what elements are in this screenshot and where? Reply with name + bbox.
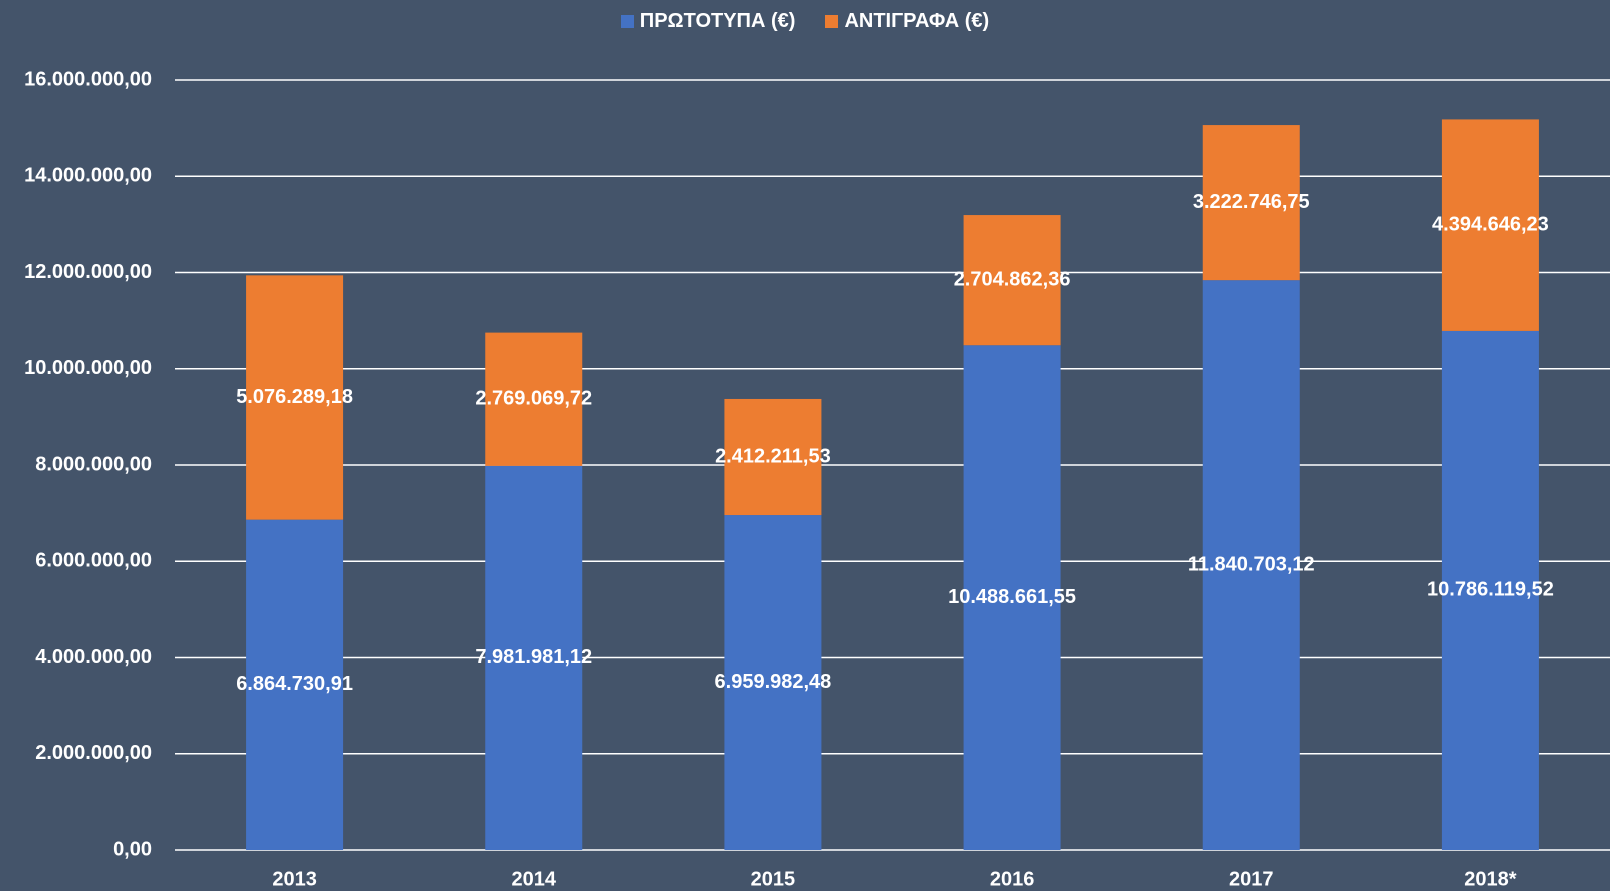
legend-swatch <box>620 15 634 28</box>
y-tick-label: 12.000.000,00 <box>24 261 152 283</box>
data-label: 2.704.862,36 <box>954 268 1071 290</box>
x-tick-label: 2016 <box>990 868 1035 890</box>
bar-segment <box>1441 330 1539 851</box>
x-tick-label: 2013 <box>272 868 317 890</box>
data-label: 11.840.703,12 <box>1188 553 1315 575</box>
y-tick-label: 10.000.000,00 <box>24 357 152 379</box>
bar-segment <box>963 345 1061 850</box>
legend-swatch <box>825 15 839 28</box>
y-tick-label: 0,00 <box>113 838 152 860</box>
y-tick-label: 4.000.000,00 <box>35 646 152 668</box>
data-label: 2.412.211,53 <box>715 445 831 467</box>
x-tick-label: 2015 <box>751 868 796 890</box>
data-label: 6.959.982,48 <box>715 671 832 693</box>
data-label: 7.981.981,12 <box>475 646 592 668</box>
bar-segment <box>1441 119 1539 331</box>
data-label: 4.394.646,23 <box>1432 213 1549 235</box>
legend-item: ΑΝΤΙΓΡΑΦΑ (€) <box>825 10 989 33</box>
x-tick-label: 2018* <box>1464 868 1516 890</box>
y-tick-label: 2.000.000,00 <box>35 742 152 764</box>
bar-segment <box>485 332 583 466</box>
y-tick-label: 8.000.000,00 <box>35 453 152 475</box>
legend: ΠΡΩΤΟΤΥΠΑ (€) ΑΝΤΙΓΡΑΦΑ (€) <box>0 10 1610 33</box>
y-tick-label: 6.000.000,00 <box>35 550 152 572</box>
data-label: 3.222.746,75 <box>1193 191 1310 213</box>
x-tick-label: 2017 <box>1229 868 1274 890</box>
data-label: 5.076.289,18 <box>236 386 353 408</box>
y-tick-label: 14.000.000,00 <box>24 165 152 187</box>
bar-segment <box>1202 125 1300 281</box>
legend-label: ΑΝΤΙΓΡΑΦΑ (€) <box>844 10 990 32</box>
bar-segment <box>724 398 822 516</box>
data-label: 6.864.730,91 <box>236 673 353 695</box>
bar-segment <box>963 215 1061 346</box>
data-label: 2.769.069,72 <box>475 388 592 410</box>
legend-item: ΠΡΩΤΟΤΥΠΑ (€) <box>620 10 796 33</box>
y-tick-label: 16.000.000,00 <box>24 68 152 90</box>
x-tick-label: 2014 <box>512 868 557 890</box>
bar-segment <box>246 519 344 850</box>
data-label: 10.488.661,55 <box>948 586 1076 608</box>
bar-segment <box>485 465 583 850</box>
bar-segment <box>1202 280 1300 851</box>
data-label: 10.786.119,52 <box>1427 579 1554 601</box>
bar-segment <box>246 275 344 520</box>
legend-label: ΠΡΩΤΟΤΥΠΑ (€) <box>639 10 796 32</box>
bar-segment <box>724 515 822 850</box>
